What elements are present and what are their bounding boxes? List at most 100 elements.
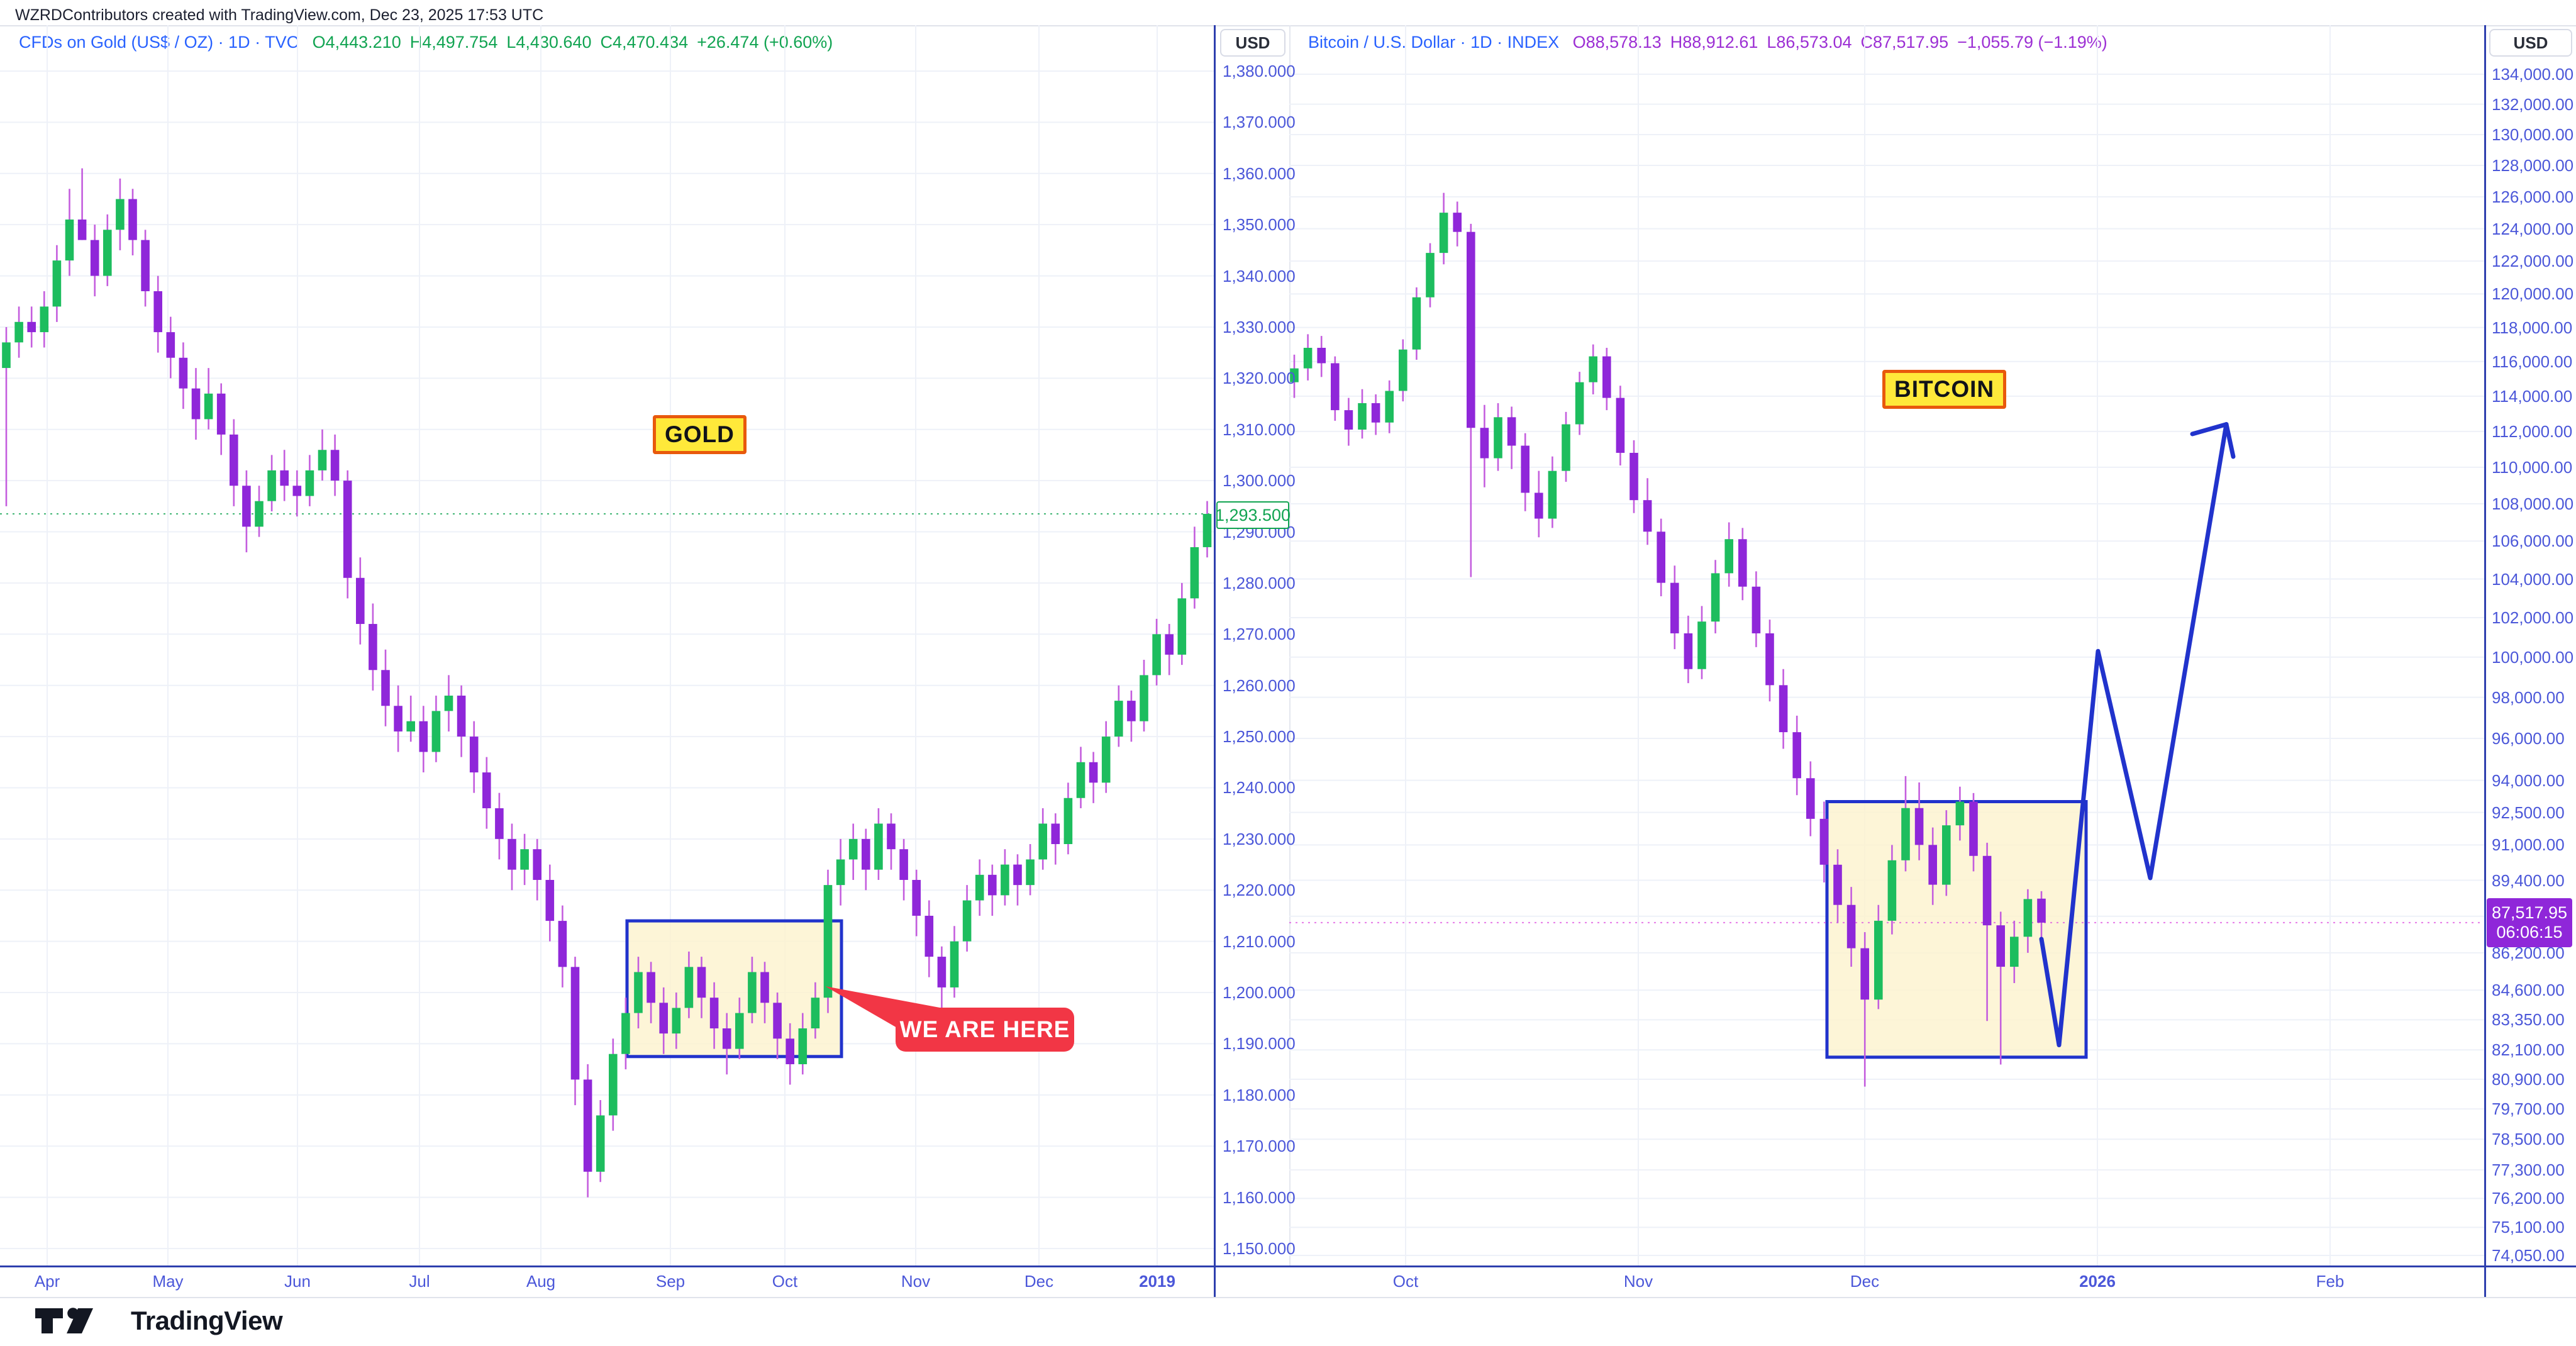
gold-current-price-tag[interactable]: 1,293.500 — [1215, 501, 1291, 530]
bitcoin-axis-label[interactable]: 96,000.00 — [2492, 728, 2565, 748]
gold-axis-label[interactable]: 1,300.000 — [1223, 471, 1296, 491]
gold-axis-label[interactable]: 1,250.000 — [1223, 727, 1296, 747]
gold-axis-label[interactable]: 1,340.000 — [1223, 266, 1296, 286]
gold-axis-label[interactable]: 1,310.000 — [1223, 420, 1296, 439]
we-are-here-callout[interactable]: WE ARE HERE — [896, 1008, 1074, 1052]
bitcoin-axis-label[interactable]: 110,000.00 — [2492, 457, 2573, 477]
gold-time-label[interactable]: Jun — [284, 1272, 311, 1291]
bitcoin-annotation-badge[interactable]: BITCOIN — [1882, 370, 2007, 409]
bitcoin-axis-label[interactable]: 77,300.00 — [2492, 1160, 2565, 1179]
gold-axis-label[interactable]: 1,370.000 — [1223, 113, 1296, 132]
tradingview-wordmark[interactable]: TradingView — [131, 1306, 283, 1335]
tradingview-logo-icon[interactable] — [33, 1303, 121, 1338]
gold-axis-label[interactable]: 1,180.000 — [1223, 1085, 1296, 1104]
bitcoin-axis-label[interactable]: 120,000.00 — [2492, 284, 2574, 304]
bitcoin-axis-label[interactable]: 76,200.00 — [2492, 1189, 2565, 1208]
candle-body-down — [647, 972, 655, 1003]
gold-axis-label[interactable]: 1,200.000 — [1223, 983, 1296, 1003]
candle-body-up — [836, 859, 845, 886]
gold-axis-label[interactable]: 1,330.000 — [1223, 317, 1296, 336]
bitcoin-axis-label[interactable]: 80,900.00 — [2492, 1069, 2565, 1089]
bitcoin-axis-label[interactable]: 106,000.00 — [2492, 531, 2574, 551]
bitcoin-axis-label[interactable]: 112,000.00 — [2492, 421, 2573, 441]
gold-time-label[interactable]: Jul — [409, 1272, 430, 1291]
bitcoin-axis-label[interactable]: 74,050.00 — [2492, 1246, 2565, 1265]
candle-body-up — [255, 501, 264, 527]
candle-body-down — [77, 220, 87, 240]
candle-body-up — [2023, 899, 2033, 937]
bitcoin-axis-label[interactable]: 100,000.00 — [2492, 647, 2574, 667]
bitcoin-axis-label[interactable]: 108,000.00 — [2492, 494, 2574, 514]
bitcoin-axis-label[interactable]: 114,000.00 — [2492, 386, 2573, 406]
gold-time-label[interactable]: May — [152, 1272, 184, 1291]
gold-axis-label[interactable]: 1,240.000 — [1223, 778, 1296, 798]
bitcoin-axis-label[interactable]: 75,100.00 — [2492, 1218, 2565, 1237]
bitcoin-time-label[interactable]: Nov — [1623, 1272, 1653, 1291]
bitcoin-axis-label[interactable]: 94,000.00 — [2492, 770, 2565, 790]
gold-axis-label[interactable]: 1,380.000 — [1223, 62, 1296, 81]
candle-body-up — [1412, 297, 1421, 350]
bitcoin-axis-label[interactable]: 83,350.00 — [2492, 1010, 2565, 1030]
gold-axis-label[interactable]: 1,270.000 — [1223, 625, 1296, 644]
bitcoin-axis-label[interactable]: 84,600.00 — [2492, 981, 2565, 1000]
gold-axis-label[interactable]: 1,170.000 — [1223, 1137, 1296, 1156]
bitcoin-time-label[interactable]: Dec — [1850, 1272, 1880, 1291]
bitcoin-axis-label[interactable]: 130,000.00 — [2492, 125, 2574, 144]
gold-axis-label[interactable]: 1,350.000 — [1223, 215, 1296, 235]
bitcoin-axis-label[interactable]: 118,000.00 — [2492, 318, 2573, 337]
bitcoin-axis-label[interactable]: 91,000.00 — [2492, 835, 2565, 855]
gold-axis-label[interactable]: 1,320.000 — [1223, 369, 1296, 388]
gold-symbol-title[interactable]: CFDs on Gold (US$ / OZ) · 1D · TVC — [19, 33, 299, 52]
bitcoin-axis-label[interactable]: 124,000.00 — [2492, 219, 2574, 238]
bitcoin-axis-label[interactable]: 98,000.00 — [2492, 687, 2565, 707]
bitcoin-axis-label[interactable]: 134,000.00 — [2492, 65, 2574, 84]
gold-axis-label[interactable]: 1,260.000 — [1223, 676, 1296, 695]
bitcoin-axis-label[interactable]: 126,000.00 — [2492, 187, 2574, 206]
bitcoin-axis-label[interactable]: 78,500.00 — [2492, 1130, 2565, 1149]
candle-body-down — [1833, 864, 1842, 905]
gold-axis-label[interactable]: 1,230.000 — [1223, 829, 1296, 848]
gold-axis-label[interactable]: 1,220.000 — [1223, 881, 1296, 900]
gold-time-label[interactable]: Apr — [34, 1272, 60, 1291]
bitcoin-axis-label[interactable]: 89,400.00 — [2492, 870, 2565, 890]
gold-axis-label[interactable]: 1,210.000 — [1223, 932, 1296, 951]
gold-axis-label[interactable]: 1,150.000 — [1223, 1239, 1296, 1258]
bitcoin-axis-label[interactable]: 116,000.00 — [2492, 352, 2573, 371]
candle-body-down — [1928, 845, 1937, 885]
bitcoin-axis-label[interactable]: 104,000.00 — [2492, 569, 2574, 589]
bitcoin-symbol-title[interactable]: Bitcoin / U.S. Dollar · 1D · INDEX — [1308, 33, 1560, 52]
bitcoin-axis-label[interactable]: 128,000.00 — [2492, 156, 2574, 175]
bitcoin-time-label[interactable]: Feb — [2316, 1272, 2345, 1291]
gold-axis-label[interactable]: 1,280.000 — [1223, 573, 1296, 592]
bitcoin-axis-label[interactable]: 132,000.00 — [2492, 94, 2574, 114]
gold-time-label[interactable]: Sep — [655, 1272, 686, 1291]
candle-body-up — [1303, 347, 1313, 369]
bitcoin-axis-label[interactable]: 79,700.00 — [2492, 1099, 2565, 1119]
candle-body-up — [596, 1115, 605, 1172]
gold-annotation-badge[interactable]: GOLD — [653, 415, 747, 454]
bitcoin-axis-label[interactable]: 82,100.00 — [2492, 1040, 2565, 1060]
candle-body-up — [1202, 514, 1212, 547]
gold-axis-label[interactable]: 1,360.000 — [1223, 164, 1296, 183]
time-axis-border — [0, 1265, 2576, 1267]
gold-legend[interactable]: CFDs on Gold (US$ / OZ) · 1D · TVC O4,44… — [19, 33, 833, 52]
bitcoin-legend[interactable]: Bitcoin / U.S. Dollar · 1D · INDEX O88,5… — [1308, 33, 2107, 52]
bitcoin-time-label[interactable]: 2026 — [2079, 1272, 2116, 1291]
bitcoin-axis-label[interactable]: 122,000.00 — [2492, 252, 2574, 271]
bitcoin-axis-label[interactable]: 102,000.00 — [2492, 608, 2574, 627]
bitcoin-axis-currency[interactable]: USD — [2489, 29, 2572, 57]
candle-body-down — [1535, 492, 1543, 519]
gold-time-label[interactable]: 2019 — [1139, 1272, 1175, 1291]
candle-body-down — [786, 1038, 794, 1064]
gold-time-label[interactable]: Oct — [772, 1272, 798, 1291]
gold-time-label[interactable]: Nov — [901, 1272, 931, 1291]
bitcoin-time-label[interactable]: Oct — [1392, 1272, 1419, 1291]
gold-time-label[interactable]: Aug — [526, 1272, 556, 1291]
gold-axis-label[interactable]: 1,160.000 — [1223, 1187, 1296, 1207]
bitcoin-axis-label[interactable]: 92,500.00 — [2492, 803, 2565, 822]
gold-axis-currency[interactable]: USD — [1220, 29, 1285, 57]
bitcoin-current-price-tag[interactable]: 87,517.95 06:06:15 — [2487, 898, 2572, 947]
gold-time-label[interactable]: Dec — [1024, 1272, 1054, 1291]
candle-body-down — [381, 670, 390, 706]
gold-axis-label[interactable]: 1,190.000 — [1223, 1034, 1296, 1054]
